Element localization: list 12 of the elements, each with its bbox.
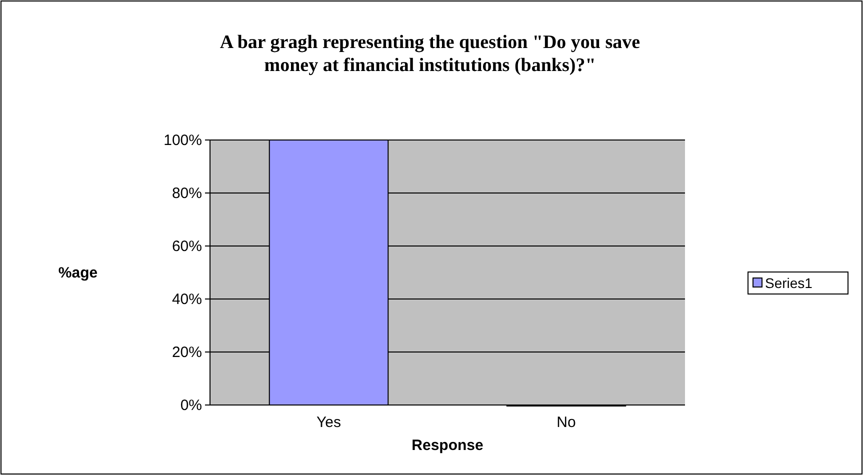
x-tick-label: Yes [316, 414, 341, 431]
x-tick-label: No [556, 414, 576, 431]
y-tick-label: 40% [172, 291, 202, 308]
y-tick-label: 0% [180, 397, 202, 414]
y-axis-title: %age [58, 264, 98, 282]
y-tick-label: 20% [172, 344, 202, 361]
x-axis-title: Response [412, 437, 484, 454]
chart-title: A bar gragh representing the question "Do you save money at financial institutions (banks)?" [220, 32, 640, 76]
y-tick-label: 80% [172, 185, 202, 202]
y-tick-label: 60% [172, 238, 202, 255]
legend-label: Series1 [765, 275, 813, 291]
y-tick-label: 100% [164, 132, 202, 149]
